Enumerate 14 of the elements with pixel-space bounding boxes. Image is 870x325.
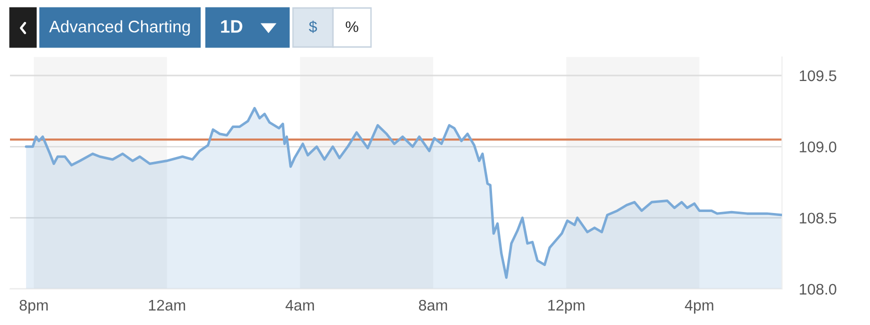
- x-tick-label: 4pm: [684, 300, 714, 314]
- text: %: [346, 21, 358, 32]
- y-tick-label: 108.0: [800, 284, 836, 295]
- x-tick-label: 8pm: [20, 300, 48, 314]
- x-tick-label: 4am: [286, 300, 314, 311]
- y-tick-label: 109.0: [800, 142, 836, 152]
- x-tick-label: 8am: [418, 300, 448, 311]
- text: 1D: [221, 20, 242, 33]
- y-tick-label: 108.5: [800, 212, 836, 224]
- text: $: [308, 20, 317, 34]
- x-tick-label: 12pm: [548, 300, 584, 314]
- text: Advanced Charting: [49, 20, 190, 36]
- x-tick-label: 12am: [149, 300, 186, 311]
- y-tick-label: 109.5: [800, 70, 836, 82]
